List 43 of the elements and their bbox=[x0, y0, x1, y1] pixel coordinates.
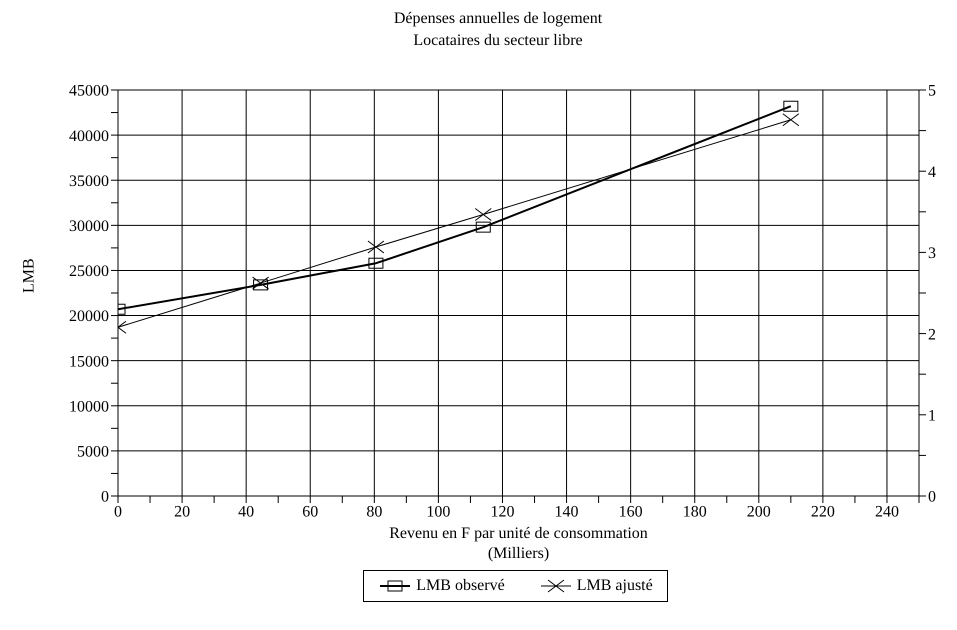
y-tick-label: 35000 bbox=[69, 172, 109, 190]
y-tick-label: 25000 bbox=[69, 263, 109, 280]
x-tick-label: 20 bbox=[174, 503, 190, 520]
x-tick-label: 100 bbox=[426, 503, 450, 520]
y-tick-label: 30000 bbox=[69, 218, 109, 236]
x-tick-label: 0 bbox=[114, 503, 122, 520]
point bbox=[782, 113, 800, 126]
y-tick-label: 10000 bbox=[69, 398, 109, 416]
y-axis-title: LMB bbox=[20, 258, 38, 293]
y-tick-label: 15000 bbox=[69, 353, 109, 370]
legend-label: LMB ajusté bbox=[576, 577, 653, 595]
y-tick-label: 0 bbox=[101, 488, 109, 506]
point bbox=[367, 240, 384, 254]
point bbox=[474, 208, 492, 222]
x-tick-label: 220 bbox=[810, 503, 835, 520]
x-tick-label: 200 bbox=[746, 503, 771, 520]
y2-tick-label: 5 bbox=[928, 82, 936, 100]
x-tick-label: 180 bbox=[682, 503, 707, 520]
chart-subtitle: Locataires du secteur libre bbox=[412, 31, 584, 51]
x-tick-label: 240 bbox=[874, 503, 899, 520]
x-tick-label: 160 bbox=[618, 503, 643, 520]
y-tick-label: 45000 bbox=[69, 82, 109, 100]
x-tick-label: 60 bbox=[302, 503, 318, 520]
y2-tick-label: 2 bbox=[928, 326, 936, 344]
legend-label: LMB observé bbox=[415, 577, 505, 595]
x-tick-label: 140 bbox=[554, 503, 579, 520]
y2-tick-label: 4 bbox=[928, 164, 936, 181]
point bbox=[783, 100, 798, 112]
chart-title: Dépenses annuelles de logement bbox=[392, 9, 604, 29]
y-tick-label: 5000 bbox=[77, 444, 109, 461]
point bbox=[252, 276, 270, 290]
y2-tick-label: 3 bbox=[928, 245, 936, 262]
y2-tick-label: 0 bbox=[928, 488, 936, 506]
x-tick-label: 40 bbox=[238, 503, 254, 520]
y2-tick-label: 1 bbox=[928, 407, 936, 424]
point bbox=[253, 279, 268, 290]
y-tick-label: 20000 bbox=[69, 308, 109, 326]
y-tick-label: 40000 bbox=[69, 128, 109, 145]
x-tick-label: 80 bbox=[366, 503, 382, 520]
point bbox=[368, 258, 384, 269]
point bbox=[476, 222, 491, 233]
x-axis-title: Revenu en F par unité de consommation (Milliers) bbox=[389, 525, 648, 562]
x-tick-label: 120 bbox=[490, 503, 514, 520]
